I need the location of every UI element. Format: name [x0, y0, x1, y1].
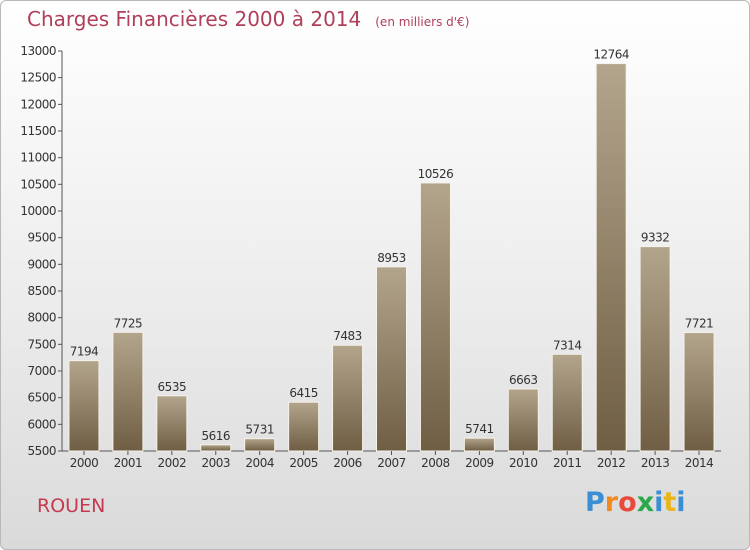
bar-value-label: 7483 [333, 329, 362, 343]
bar [112, 331, 144, 452]
logo-letter: r [604, 487, 619, 518]
bar [332, 344, 364, 452]
bar-value-label: 6663 [509, 373, 538, 387]
x-tick-label: 2004 [245, 456, 274, 470]
bar-value-label: 5731 [245, 423, 274, 437]
bar-value-label: 9332 [641, 231, 670, 245]
city-label: ROUEN [37, 495, 106, 517]
y-tick-label: 9500 [27, 231, 56, 245]
bar-value-label: 5741 [465, 422, 494, 436]
y-tick-label: 9000 [27, 257, 56, 271]
bar-value-label: 7721 [685, 317, 714, 331]
bar-value-label: 6415 [289, 386, 318, 400]
logo-letter: P [585, 487, 605, 518]
x-tick-label: 2000 [70, 456, 99, 470]
bar-value-label: 7314 [553, 338, 582, 352]
logo-letter: i [654, 487, 664, 518]
bar-value-label: 6535 [158, 380, 187, 394]
bar [288, 401, 320, 452]
bar [376, 266, 407, 452]
y-tick-label: 12000 [20, 97, 56, 111]
y-tick-label: 10000 [20, 204, 56, 218]
y-tick-label: 5500 [27, 444, 56, 458]
y-tick-label: 6000 [27, 417, 56, 431]
x-tick-label: 2005 [289, 456, 318, 470]
bar [156, 395, 188, 452]
bars: 7194 7725 6535 5616 5731 6415 7483 8953 10526 574… [68, 48, 715, 452]
bar [419, 182, 451, 452]
y-tick-label: 7500 [27, 337, 56, 351]
y-tick-label: 7000 [27, 364, 56, 378]
logo-letter: i [676, 487, 686, 518]
logo-letter: t [663, 487, 677, 518]
x-tick-label: 2009 [465, 456, 494, 470]
y-tick-label: 6500 [27, 391, 56, 405]
bar-value-label: 10526 [418, 167, 454, 181]
bar-value-label: 12764 [593, 48, 629, 62]
bar-value-label: 7725 [114, 316, 143, 330]
x-tick-label: 2011 [553, 456, 582, 470]
bar [244, 438, 276, 452]
bar [463, 437, 495, 452]
title-line: Charges Financières 2000 à 2014 (en milli… [27, 7, 469, 31]
chart-title: Charges Financières 2000 à 2014 [27, 7, 362, 31]
bar [68, 360, 100, 452]
bar [200, 444, 232, 452]
logo-letter: x [636, 487, 655, 518]
bar-value-label: 8953 [377, 251, 406, 265]
bar [683, 332, 715, 452]
x-tick-label: 2007 [377, 456, 406, 470]
bar [551, 353, 583, 452]
x-tick-label: 2012 [597, 456, 626, 470]
x-tick-label: 2006 [333, 456, 362, 470]
y-tick-label: 8500 [27, 284, 56, 298]
bar [639, 246, 671, 452]
x-tick-label: 2002 [158, 456, 187, 470]
bar-value-label: 7194 [70, 345, 99, 359]
x-tick-label: 2003 [201, 456, 230, 470]
y-tick-label: 11500 [20, 124, 56, 138]
x-tick-label: 2008 [421, 456, 450, 470]
y-axis-ticks: 5500 6000 6500 7000 7500 8000 8500 9000 9500 1000… [20, 44, 62, 458]
x-axis-labels: 2000 2001 2002 2003 2004 2005 2006 2007 2008 2009… [70, 451, 714, 470]
y-tick-label: 13000 [20, 44, 56, 58]
bar [507, 388, 539, 452]
x-tick-label: 2014 [685, 456, 714, 470]
bar [595, 63, 627, 452]
bar-value-label: 5616 [201, 429, 230, 443]
y-tick-label: 11000 [20, 151, 56, 165]
chart-unit: (en milliers d'€) [375, 15, 470, 29]
x-tick-label: 2010 [509, 456, 538, 470]
x-tick-label: 2013 [641, 456, 670, 470]
y-tick-label: 12500 [20, 71, 56, 85]
x-tick-label: 2001 [114, 456, 143, 470]
proxiti-logo: Proxiti [585, 487, 686, 518]
logo-letter: o [618, 487, 637, 518]
y-tick-label: 10500 [20, 177, 56, 191]
y-tick-label: 8000 [27, 311, 56, 325]
